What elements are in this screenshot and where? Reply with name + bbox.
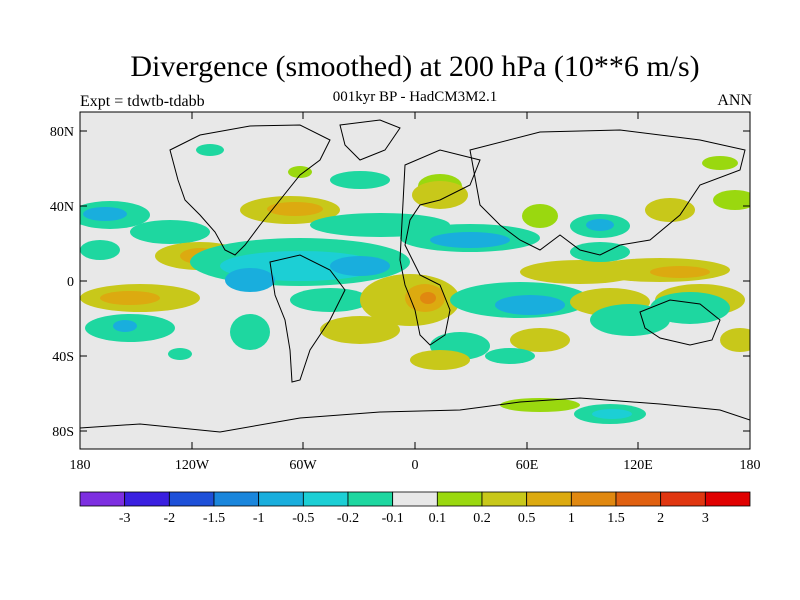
colorbar-label: -0.5	[292, 511, 314, 526]
latitude-labels: 80N 40N 0 40S 80S	[50, 125, 74, 440]
lon-label-60w: 60W	[289, 458, 317, 473]
colorbar-label: -3	[119, 511, 131, 526]
lat-label-40s: 40S	[52, 350, 74, 365]
colorbar-label: 1.5	[607, 511, 625, 526]
lon-label-60e: 60E	[516, 458, 539, 473]
colorbar-label: 1	[568, 511, 575, 526]
colorbar-swatch	[571, 492, 616, 506]
colorbar-swatch	[437, 492, 482, 506]
colorbar-swatch	[125, 492, 170, 506]
lon-label-120w: 120W	[175, 458, 210, 473]
colorbar-swatch	[616, 492, 661, 506]
lon-label-120e: 120E	[623, 458, 653, 473]
colorbar-swatch	[661, 492, 706, 506]
colorbar-swatch	[527, 492, 572, 506]
colorbar-label: 0.1	[429, 511, 447, 526]
lon-label-180w: 180	[70, 458, 91, 473]
colorbar-label: -1.5	[203, 511, 225, 526]
colorbar-label: -1	[253, 511, 265, 526]
longitude-labels: 180 120W 60W 0 60E 120E 180	[70, 458, 761, 473]
colorbar-swatch	[482, 492, 527, 506]
lon-label-0: 0	[412, 458, 419, 473]
colorbar-swatch	[259, 492, 304, 506]
colorbar-label: 2	[657, 511, 664, 526]
colorbar-label: 0.5	[518, 511, 536, 526]
map-figure: 80N 40N 0 40S 80S 180 120W 60W 0 60E 120…	[0, 0, 800, 600]
colorbar-swatch	[705, 492, 750, 506]
lat-label-0: 0	[67, 275, 74, 290]
colorbar-label: -0.1	[382, 511, 404, 526]
colorbar-label: -0.2	[337, 511, 359, 526]
colorbar-label: 3	[702, 511, 709, 526]
lat-label-80s: 80S	[52, 425, 74, 440]
colorbar-swatch	[303, 492, 348, 506]
lat-label-40n: 40N	[50, 200, 74, 215]
colorbar-swatch	[393, 492, 438, 506]
colorbar-labels: -3 -2 -1.5 -1 -0.5 -0.2 -0.1 0.1 0.2 0.5 1 1.5 2 3	[119, 511, 709, 526]
colorbar	[80, 492, 750, 506]
colorbar-swatch	[169, 492, 214, 506]
lon-label-180e: 180	[740, 458, 761, 473]
colorbar-swatch	[348, 492, 393, 506]
lat-label-80n: 80N	[50, 125, 74, 140]
colorbar-swatch	[80, 492, 125, 506]
colorbar-swatch	[214, 492, 259, 506]
colorbar-label: -2	[163, 511, 175, 526]
colorbar-label: 0.2	[473, 511, 491, 526]
